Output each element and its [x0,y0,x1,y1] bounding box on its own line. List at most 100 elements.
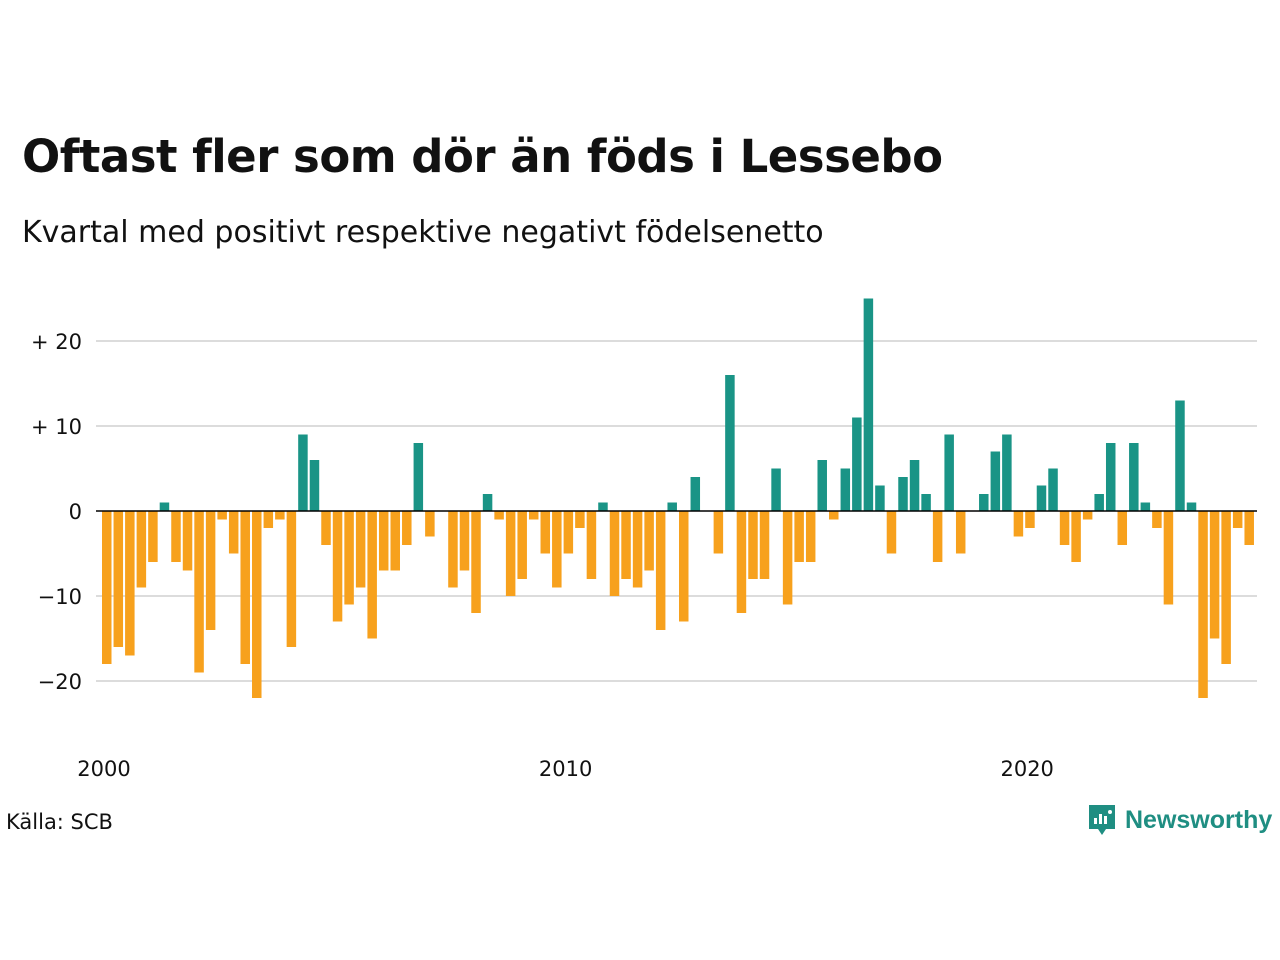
bar-positive [1094,494,1104,511]
bar-positive [1002,434,1012,511]
bar-positive [667,502,677,511]
bar-negative [102,511,112,664]
bar-positive [482,494,493,511]
bar-negative [632,511,643,588]
bar-negative [367,511,377,639]
brand-logo: Newsworthy [1087,803,1272,837]
bar-negative [736,511,747,613]
bar-negative [1221,511,1231,664]
bar-negative [1117,511,1128,545]
bar-positive [909,460,920,511]
bar-positive [309,460,320,511]
bar-negative [171,511,181,562]
bar-positive [921,494,931,511]
bar-positive [598,502,608,511]
bar-negative [182,511,193,571]
bar-negative [205,511,216,630]
bar-positive [690,477,701,511]
bar-negative [655,511,666,630]
bar-positive [1140,502,1151,511]
bar-negative [505,511,516,596]
bar-positive [852,417,862,511]
bar-positive [1175,400,1185,511]
bar-positive [1105,443,1116,511]
bar-negative [321,511,331,545]
bar-positive [1048,468,1058,511]
bar-negative [252,511,262,698]
bar-positive [944,434,954,511]
bar-negative [782,511,793,605]
bar-positive [863,298,874,511]
bar-negative [829,511,839,520]
bar-negative [759,511,770,579]
bar-negative [1025,511,1035,528]
bar-positive [1129,443,1139,511]
bar-positive [1186,502,1197,511]
bar-positive [298,434,308,511]
bar-negative [494,511,504,520]
x-tick-label: 2000 [77,757,130,781]
bar-negative [794,511,804,562]
bar-negative [932,511,943,562]
bar-negative [644,511,654,571]
bar-negative [136,511,147,588]
bar-negative [1013,511,1024,537]
chart-title: Oftast fler som dör än föds i Lessebo [22,130,943,183]
bar-negative [148,511,158,562]
bar-negative [1198,511,1208,698]
bar-negative [517,511,527,579]
bar-positive [1036,485,1047,511]
bar-negative [679,511,689,622]
y-axis-ticks: + 20 + 10 0 −10 −20 [31,330,82,694]
bar-negative [955,511,966,554]
y-tick-label: −20 [38,670,82,694]
bar-positive [725,375,735,511]
bar-negative [1152,511,1162,528]
bar-negative [621,511,631,579]
bar-negative [528,511,539,520]
newsworthy-logo-icon [1089,805,1115,835]
bar-positive [817,460,827,511]
bar-positive [979,494,989,511]
bars [102,298,1254,698]
bar-negative [1071,511,1081,562]
bar-positive [990,451,1001,511]
y-tick-label: 0 [69,500,82,524]
bar-negative [1244,511,1254,545]
bar-negative [1082,511,1093,520]
brand-name: Newsworthy [1125,805,1273,834]
bar-positive [159,502,170,511]
chart-subtitle: Kvartal med positivt respektive negativt… [22,215,824,250]
x-tick-label: 2020 [1000,757,1053,781]
bar-negative [540,511,551,554]
bar-negative [886,511,897,554]
bar-negative [125,511,135,656]
bar-negative [713,511,724,554]
bar-positive [413,443,424,511]
bar-negative [113,511,124,647]
bar-negative [448,511,458,588]
y-tick-label: −10 [38,585,82,609]
bar-negative [240,511,250,664]
bar-negative [1232,511,1243,528]
bar-negative [332,511,343,622]
bar-negative [228,511,239,554]
bar-negative [390,511,400,571]
bar-negative [425,511,435,537]
bar-negative [575,511,585,528]
bar-negative [286,511,297,647]
y-tick-label: + 20 [31,330,82,354]
y-tick-label: + 10 [31,415,82,439]
bar-negative [194,511,204,673]
bar-negative [471,511,481,613]
bar-negative [586,511,597,579]
bar-negative [609,511,620,596]
bar-positive [875,485,885,511]
bar-chart: + 20 + 10 0 −10 −20 2000 2010 2020 [31,298,1257,781]
bar-negative [378,511,389,571]
bar-negative [563,511,574,554]
bar-positive [898,477,908,511]
x-tick-label: 2010 [539,757,592,781]
bar-negative [217,511,227,520]
x-axis-ticks: 2000 2010 2020 [77,757,1054,781]
